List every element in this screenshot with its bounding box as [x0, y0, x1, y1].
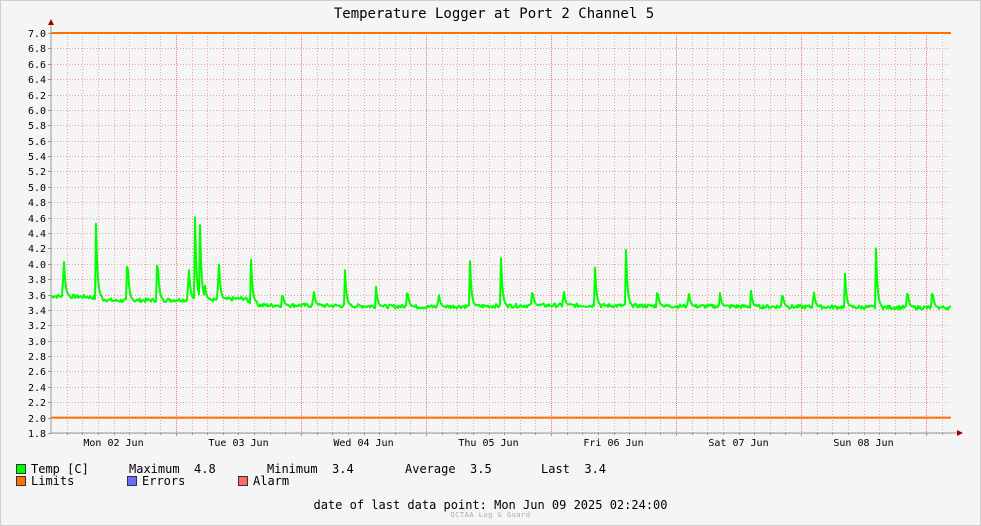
last-point-value: Mon Jun 09 2025 02:24:00: [494, 498, 668, 512]
x-axis-ticks: Mon 02 Jun Tue 03 Jun Wed 04 Jun Thu 05 Jun…: [83, 438, 893, 449]
y-tick-label: 2.0: [28, 414, 46, 425]
stat-maximum: Maximum 4.8: [129, 462, 267, 476]
y-tick-label: 4.8: [28, 198, 46, 209]
stat-maximum-value: 4.8: [194, 462, 216, 476]
y-tick-label: 5.8: [28, 121, 46, 132]
y-tick-label: 5.6: [28, 137, 46, 148]
limit-lines: [51, 32, 951, 419]
y-tick-label: 7.0: [28, 29, 46, 40]
y-tick-label: 2.8: [28, 352, 46, 363]
x-tick-label: Fri 06 Jun: [583, 438, 643, 449]
y-tick-label: 3.2: [28, 321, 46, 332]
legend-alarm-label: Alarm: [253, 474, 290, 488]
stat-minimum-label: Minimum: [267, 462, 318, 476]
legend-row-temp: Temp [C] Maximum 4.8 Minimum 3.4 Average…: [16, 462, 606, 476]
stat-average-label: Average: [405, 462, 456, 476]
y-tick-label: 5.0: [28, 183, 46, 194]
y-tick-label: 2.2: [28, 398, 46, 409]
series-line-temp: [50, 216, 952, 311]
stat-minimum: Minimum 3.4: [267, 462, 405, 476]
y-tick-label: 1.8: [28, 429, 46, 440]
x-tick-label: Sat 07 Jun: [708, 438, 768, 449]
y-tick-label: 6.2: [28, 91, 46, 102]
x-axis-arrow-icon: [957, 430, 963, 436]
series-layer: [50, 216, 952, 311]
y-tick-label: 5.2: [28, 167, 46, 178]
y-tick-label: 6.0: [28, 106, 46, 117]
y-tick-label: 6.6: [28, 60, 46, 71]
legend-item-errors: Errors: [127, 474, 238, 488]
chart-title: Temperature Logger at Port 2 Channel 5: [334, 6, 654, 22]
stat-last-value: 3.4: [584, 462, 607, 476]
y-tick-label: 3.0: [28, 337, 46, 348]
y-tick-label: 6.4: [28, 75, 46, 86]
axes: [48, 19, 963, 436]
limits-swatch-icon: [16, 476, 26, 486]
x-tick-label: Thu 05 Jun: [458, 438, 518, 449]
y-tick-label: 3.8: [28, 275, 46, 286]
stat-average: Average 3.5: [405, 462, 541, 476]
y-tick-label: 4.6: [28, 214, 46, 225]
y-tick-label: 5.4: [28, 152, 46, 163]
temp-swatch-icon: [16, 464, 26, 474]
errors-swatch-icon: [127, 476, 137, 486]
x-tick-label: Tue 03 Jun: [208, 438, 268, 449]
y-tick-label: 6.8: [28, 44, 46, 55]
y-tick-label: 4.2: [28, 244, 46, 255]
grid-lines: [48, 33, 951, 436]
legend-item-temp: Temp [C]: [16, 462, 129, 476]
legend-errors-label: Errors: [142, 474, 186, 488]
legend-item-limits: Limits: [16, 474, 127, 488]
x-tick-label: Sun 08 Jun: [833, 438, 893, 449]
alarm-swatch-icon: [238, 476, 248, 486]
x-tick-label: Wed 04 Jun: [333, 438, 393, 449]
watermark-text: OCTAA Log & Guard: [450, 511, 531, 519]
last-point-label: date of last data point:: [313, 498, 487, 512]
last-data-point: date of last data point: Mon Jun 09 2025…: [0, 498, 981, 512]
stat-average-value: 3.5: [470, 462, 492, 476]
legend-limits-label: Limits: [31, 474, 75, 488]
x-tick-label: Mon 02 Jun: [83, 438, 143, 449]
legend-temp-label: Temp [C]: [31, 462, 89, 476]
y-tick-label: 4.4: [28, 229, 46, 240]
y-axis-ticks: 7.0 6.8 6.6 6.4 6.2 6.0 5.8 5.6 5.4 5.2 5.0 4.8 4.6 4…: [28, 29, 46, 440]
legend-item-alarm: Alarm: [238, 474, 289, 488]
y-tick-label: 2.4: [28, 383, 46, 394]
y-tick-label: 3.6: [28, 291, 46, 302]
stat-last: Last 3.4: [541, 462, 606, 476]
y-axis-arrow-icon: [48, 19, 54, 25]
y-tick-label: 2.6: [28, 367, 46, 378]
stat-maximum-label: Maximum: [129, 462, 180, 476]
stat-last-label: Last: [541, 462, 570, 476]
y-tick-label: 4.0: [28, 260, 46, 271]
y-tick-label: 3.4: [28, 306, 46, 317]
stat-minimum-value: 3.4: [332, 462, 354, 476]
legend-row-status: Limits Errors Alarm: [16, 474, 289, 488]
